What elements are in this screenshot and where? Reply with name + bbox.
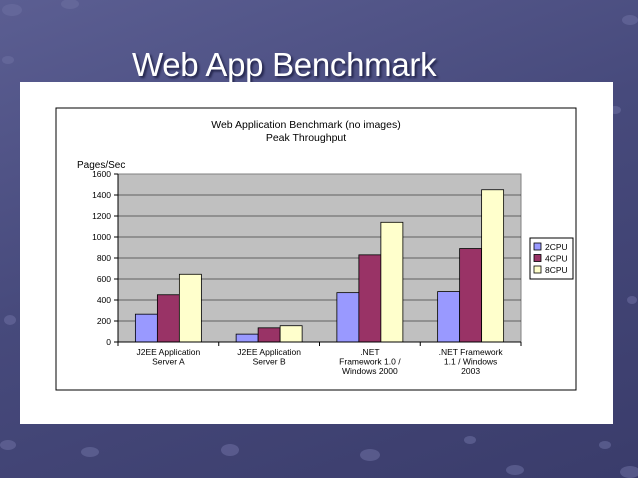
x-tick-label: Server B (253, 357, 286, 367)
chart-subtitle: Peak Throughput (266, 132, 346, 144)
x-tick-label: .NET Framework (439, 347, 504, 357)
slide-title: Web App Benchmark (132, 46, 437, 83)
bar (358, 254, 382, 343)
y-tick-label: 1000 (92, 232, 111, 242)
bar (134, 313, 158, 343)
x-tick-label: Windows 2000 (342, 366, 398, 376)
legend-swatch (533, 242, 542, 251)
bar (459, 248, 483, 343)
x-tick-label: .NET (360, 347, 379, 357)
x-tick-label: J2EE Application (136, 347, 200, 357)
bars (134, 189, 505, 343)
benchmark-chart: Web Application Benchmark (no images) Pe… (55, 107, 577, 391)
bar (336, 292, 360, 343)
y-axis: 1600 1400 1200 1000 800 600 400 200 0 (92, 169, 119, 347)
y-tick-label: 800 (97, 253, 111, 263)
bar (235, 333, 259, 343)
y-tick-label: 600 (97, 274, 111, 284)
bar (437, 291, 461, 343)
y-axis-label: Pages/Sec (77, 160, 125, 171)
x-tick-label: J2EE Application (237, 347, 301, 357)
bar (178, 273, 202, 343)
legend-label: 2CPU (545, 242, 568, 252)
legend-label: 4CPU (545, 254, 568, 264)
x-tick-label: Server A (152, 357, 185, 367)
y-tick-label: 1200 (92, 211, 111, 221)
y-tick-label: 400 (97, 295, 111, 305)
y-tick-label: 1400 (92, 190, 111, 200)
bar (279, 325, 303, 343)
y-tick-label: 200 (97, 316, 111, 326)
x-tick-label: 2003 (461, 366, 480, 376)
chart-panel: Web Application Benchmark (no images) Pe… (20, 82, 613, 424)
bar (481, 189, 505, 343)
x-tick-label: Framework 1.0 / (339, 357, 401, 367)
bar (257, 327, 281, 343)
y-tick-label: 0 (106, 337, 111, 347)
bar (380, 221, 404, 343)
chart-title: Web Application Benchmark (no images) (211, 119, 400, 131)
legend-label: 8CPU (545, 265, 568, 275)
legend-swatch (533, 265, 542, 274)
y-tick-label: 1600 (92, 169, 111, 179)
x-tick-label: 1.1 / Windows (444, 357, 497, 367)
legend-swatch (533, 254, 542, 262)
bar (156, 294, 180, 343)
